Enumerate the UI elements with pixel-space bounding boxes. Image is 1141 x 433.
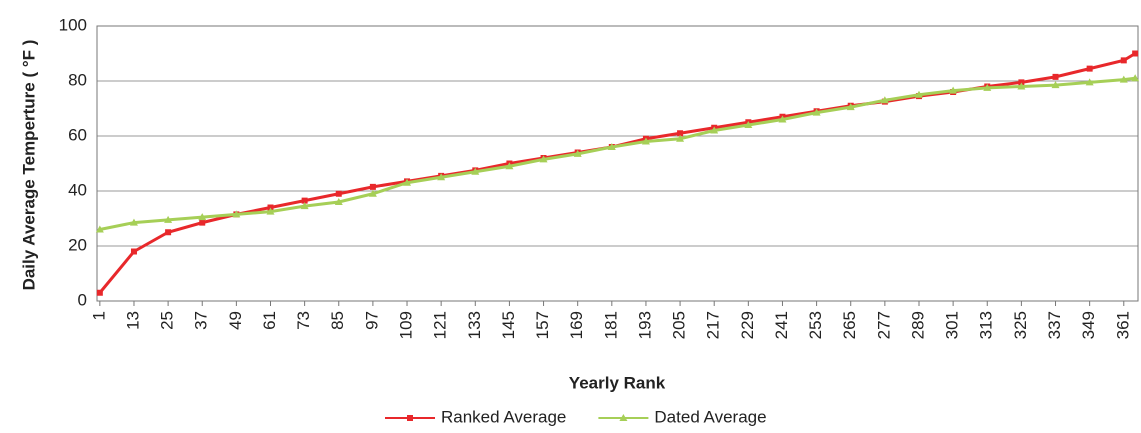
y-tick-label: 80 <box>68 70 87 89</box>
x-tick-label: 217 <box>704 311 723 339</box>
point <box>334 198 343 205</box>
point <box>129 218 138 226</box>
point <box>301 197 308 204</box>
x-axis-title: Yearly Rank <box>569 373 666 392</box>
y-tick-label: 0 <box>78 290 87 309</box>
x-tick-label: 157 <box>533 311 552 339</box>
point <box>267 204 274 211</box>
x-tick-label: 25 <box>158 311 177 330</box>
x-tick-label: 337 <box>1045 311 1064 339</box>
point <box>949 86 958 94</box>
point <box>744 121 753 128</box>
x-tick-label: 181 <box>601 311 620 339</box>
point <box>164 215 173 223</box>
x-tick-label: 205 <box>670 311 689 339</box>
x-tick-label: 49 <box>226 311 245 330</box>
series-line <box>99 76 1136 231</box>
point <box>1119 75 1128 83</box>
x-tick-label: 229 <box>738 311 757 339</box>
x-tick-label: 85 <box>328 311 347 330</box>
point <box>914 90 923 98</box>
x-tick-label: 277 <box>874 311 893 339</box>
x-tick-label: 313 <box>977 311 996 339</box>
point <box>710 126 719 134</box>
point <box>812 108 821 116</box>
x-tick-label: 61 <box>260 311 279 330</box>
point <box>1052 73 1059 80</box>
legend-label: Dated Average <box>654 407 766 426</box>
point <box>607 143 616 150</box>
x-tick-label: 13 <box>123 311 142 330</box>
point <box>1131 74 1140 82</box>
point <box>1017 82 1026 90</box>
point <box>1132 50 1139 57</box>
x-tick-label: 241 <box>772 311 791 339</box>
point <box>437 173 446 181</box>
point <box>335 190 342 197</box>
x-tick-label: 253 <box>806 311 825 339</box>
point <box>641 137 650 145</box>
x-tick-label: 193 <box>635 311 654 339</box>
point <box>778 115 787 123</box>
point <box>130 248 137 255</box>
point <box>1085 78 1094 86</box>
point <box>1120 57 1127 64</box>
y-tick-label: 40 <box>68 180 87 199</box>
x-tick-label: 133 <box>465 311 484 339</box>
point <box>96 289 103 296</box>
y-tick-label: 100 <box>59 15 87 34</box>
point <box>677 130 684 137</box>
point <box>300 202 309 210</box>
point <box>95 225 104 233</box>
point <box>573 149 582 157</box>
point <box>368 189 377 197</box>
x-tick-label: 145 <box>499 311 518 339</box>
x-tick-label: 169 <box>567 311 586 339</box>
x-tick-label: 325 <box>1011 311 1030 339</box>
x-tick-label: 1 <box>89 311 108 320</box>
point <box>676 134 685 142</box>
x-tick-label: 73 <box>294 311 313 330</box>
point <box>199 219 206 226</box>
plot-border <box>96 25 1139 302</box>
point <box>471 167 480 175</box>
y-axis-title: Daily Average Temperture ( °F ) <box>19 40 38 291</box>
x-tick-label: 97 <box>362 311 381 330</box>
point <box>198 213 207 221</box>
x-tick-label: 109 <box>397 311 416 339</box>
y-tick-label: 60 <box>68 125 87 144</box>
point <box>1051 81 1060 89</box>
point <box>403 178 412 186</box>
x-tick-label: 289 <box>908 311 927 339</box>
point <box>232 210 241 218</box>
point <box>1086 65 1093 72</box>
point <box>880 96 889 104</box>
x-tick-label: 301 <box>943 311 962 339</box>
point <box>539 155 548 163</box>
point <box>846 103 855 111</box>
point <box>165 229 172 236</box>
x-tick-label: 361 <box>1113 311 1132 339</box>
point <box>505 162 514 170</box>
legend-marker <box>619 414 628 421</box>
x-tick-label: 265 <box>840 311 859 339</box>
point <box>983 83 992 91</box>
x-tick-label: 349 <box>1079 311 1098 339</box>
point <box>266 207 275 215</box>
x-tick-label: 121 <box>431 311 450 339</box>
x-tick-label: 37 <box>192 311 211 330</box>
legend-marker <box>407 415 413 421</box>
point <box>369 183 376 190</box>
y-tick-label: 20 <box>68 235 87 254</box>
point <box>1018 79 1025 86</box>
legend-label: Ranked Average <box>441 407 566 426</box>
